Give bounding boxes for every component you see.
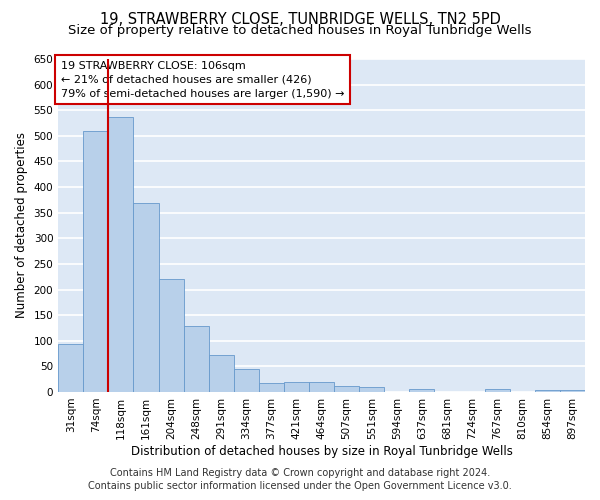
Bar — [234, 370, 259, 392]
Bar — [109, 117, 133, 392]
Y-axis label: Number of detached properties: Number of detached properties — [15, 132, 28, 318]
Bar — [284, 382, 309, 392]
Bar — [158, 279, 184, 392]
Bar — [259, 384, 284, 392]
Bar — [209, 355, 234, 392]
Bar — [334, 386, 359, 392]
Bar — [560, 390, 585, 392]
X-axis label: Distribution of detached houses by size in Royal Tunbridge Wells: Distribution of detached houses by size … — [131, 444, 512, 458]
Text: 19 STRAWBERRY CLOSE: 106sqm
← 21% of detached houses are smaller (426)
79% of se: 19 STRAWBERRY CLOSE: 106sqm ← 21% of det… — [61, 60, 344, 98]
Bar — [409, 390, 434, 392]
Bar — [359, 388, 385, 392]
Bar — [58, 344, 83, 392]
Bar — [83, 130, 109, 392]
Text: Size of property relative to detached houses in Royal Tunbridge Wells: Size of property relative to detached ho… — [68, 24, 532, 37]
Text: Contains HM Land Registry data © Crown copyright and database right 2024.
Contai: Contains HM Land Registry data © Crown c… — [88, 468, 512, 491]
Bar — [535, 390, 560, 392]
Bar — [485, 390, 510, 392]
Bar — [184, 326, 209, 392]
Bar — [133, 203, 158, 392]
Bar — [309, 382, 334, 392]
Text: 19, STRAWBERRY CLOSE, TUNBRIDGE WELLS, TN2 5PD: 19, STRAWBERRY CLOSE, TUNBRIDGE WELLS, T… — [100, 12, 500, 28]
